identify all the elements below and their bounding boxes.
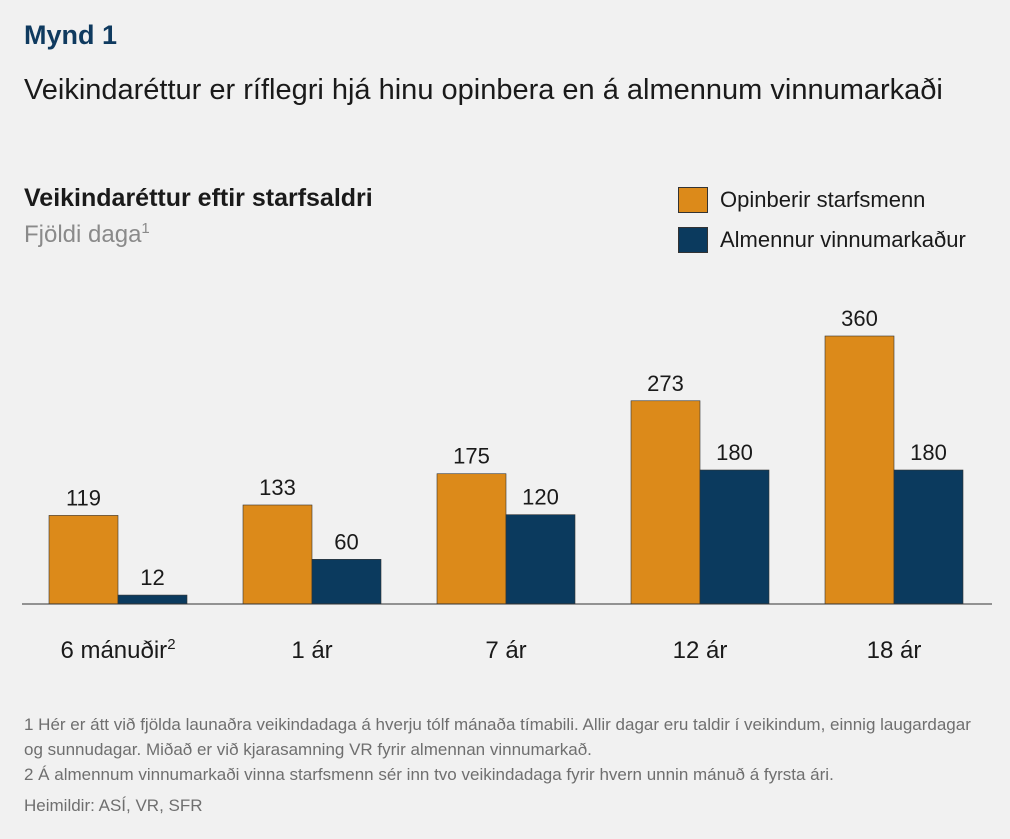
bar-private-1 [311, 559, 382, 605]
bar-private-2 [505, 514, 576, 605]
data-label-public-0: 119 [66, 485, 101, 510]
data-label-public-2: 175 [453, 444, 490, 469]
bar-private-4 [893, 469, 964, 605]
bar-public-2 [436, 473, 507, 605]
x-tick-label-0: 6 mánuðir2 [60, 636, 175, 664]
sources: Heimildir: ASÍ, VR, SFR [24, 796, 203, 815]
data-label-private-2: 120 [522, 485, 559, 510]
footnote-1: 1 Hér er átt við fjölda launaðra veikind… [24, 715, 971, 759]
x-tick-label-2: 7 ár [485, 637, 526, 664]
x-tick-label-4: 18 ár [867, 637, 922, 664]
footnotes: 1 Hér er átt við fjölda launaðra veikind… [24, 712, 994, 787]
data-label-public-4: 360 [841, 306, 878, 331]
footnote-2: 2 Á almennum vinnumarkaði vinna starfsme… [24, 765, 834, 784]
chart-legend: Opinberir starfsmenn Almennur vinnumarka… [678, 184, 966, 264]
bar-public-4 [824, 335, 895, 605]
chart-subtitle-footnote-mark: 1 [141, 220, 150, 237]
page-title: Veikindaréttur er ríflegri hjá hinu opin… [24, 74, 943, 106]
chart-title: Veikindaréttur eftir starfsaldri [24, 184, 373, 212]
data-label-private-1: 60 [334, 529, 358, 554]
bar-public-3 [630, 400, 701, 605]
bar-private-0 [117, 594, 188, 605]
figure-label: Mynd 1 [24, 20, 118, 50]
bar-private-3 [699, 469, 770, 605]
x-tick-label-1: 1 ár [291, 637, 332, 664]
bar-chart: 119 12 6 mánuðir2 133 60 1 ár 175 120 7 ár 273 180… [22, 306, 992, 664]
legend-swatch-public [678, 187, 708, 213]
bar-public-0 [48, 515, 119, 605]
data-label-public-1: 133 [259, 475, 296, 500]
legend-swatch-private [678, 227, 708, 253]
legend-label-public: Opinberir starfsmenn [720, 187, 926, 212]
bar-public-1 [242, 504, 313, 605]
chart-subtitle: Fjöldi daga1 [24, 220, 150, 249]
chart-subtitle-text: Fjöldi daga [24, 221, 142, 248]
data-label-private-3: 180 [716, 440, 753, 465]
data-label-private-0: 12 [140, 565, 164, 590]
legend-item-private: Almennur vinnumarkaður [678, 224, 966, 256]
data-label-public-3: 273 [647, 371, 684, 396]
data-label-private-4: 180 [910, 440, 947, 465]
legend-label-private: Almennur vinnumarkaður [720, 227, 966, 252]
x-tick-label-3: 12 ár [673, 637, 728, 664]
legend-item-public: Opinberir starfsmenn [678, 184, 966, 216]
